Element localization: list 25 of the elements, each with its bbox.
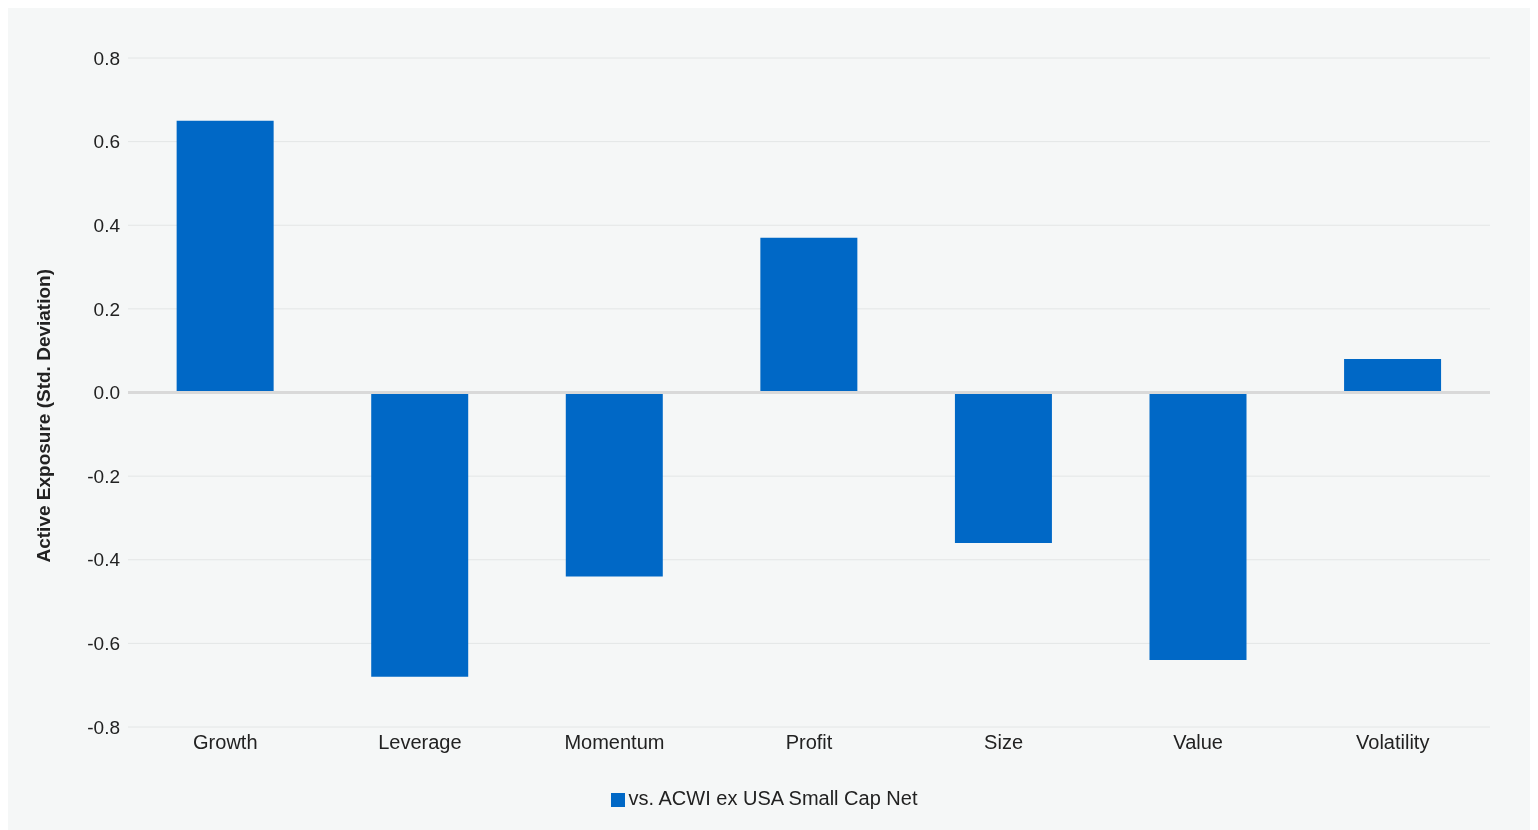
y-tick-label: -0.8 (87, 716, 120, 738)
y-tick-label: -0.6 (87, 633, 120, 655)
y-tick-label: 0.8 (93, 47, 120, 69)
bar (760, 237, 858, 393)
bar (954, 392, 1052, 544)
y-tick-label: 0.4 (93, 214, 121, 236)
y-tick-label: 0.6 (93, 131, 120, 153)
x-tick-label: Value (1173, 731, 1223, 754)
bar (1149, 392, 1247, 661)
x-tick-label: Momentum (564, 731, 665, 754)
y-tick-label: -0.4 (87, 549, 121, 571)
bar (371, 392, 469, 677)
x-tick-label: Growth (193, 731, 258, 754)
x-tick-label: Profit (785, 731, 833, 754)
bar (565, 392, 663, 577)
x-tick-label: Volatility (1356, 731, 1430, 754)
bar (176, 120, 274, 393)
y-tick-label: 0.2 (93, 298, 120, 320)
legend-label: vs. ACWI ex USA Small Cap Net (628, 787, 918, 809)
y-tick-label: 0.0 (93, 382, 120, 404)
x-tick-label: Size (984, 731, 1024, 754)
x-tick-label: Leverage (378, 731, 462, 754)
bar (1344, 359, 1442, 393)
y-axis-title: Active Exposure (Std. Deviation) (32, 268, 54, 563)
y-tick-label: -0.2 (87, 465, 120, 487)
